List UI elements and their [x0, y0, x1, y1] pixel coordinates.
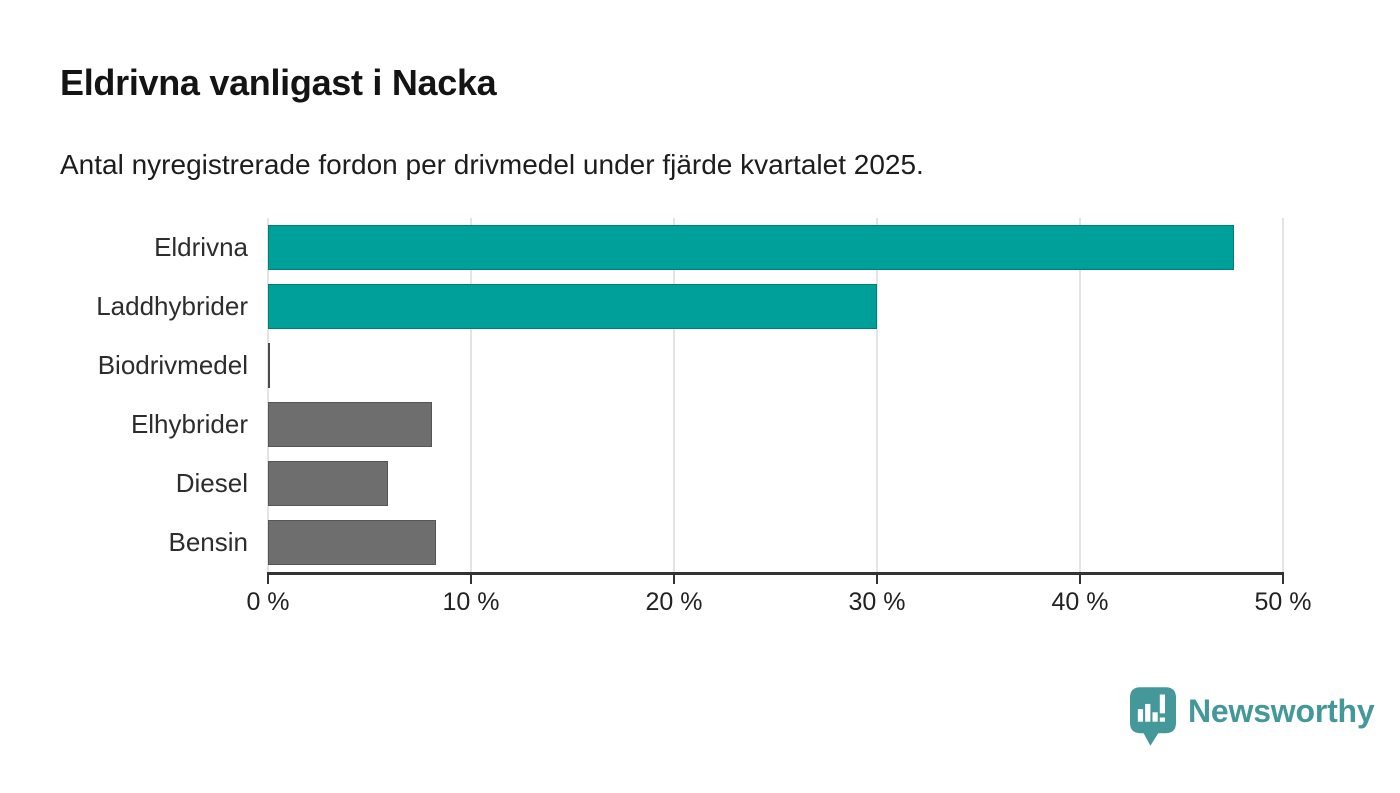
bar-row: Eldrivna: [154, 218, 1283, 277]
newsworthy-logo-text: Newsworthy: [1188, 693, 1375, 729]
newsworthy-logo: Newsworthy: [1130, 687, 1375, 747]
x-tick-label: 40 %: [1051, 588, 1109, 616]
category-label: Eldrivna: [154, 232, 248, 262]
gridline-50: [1282, 218, 1284, 572]
category-label: Elhybrider: [130, 409, 248, 439]
bar-row: Diesel: [176, 454, 1283, 513]
x-tick-label: 20 %: [645, 588, 703, 616]
x-tick-0: [267, 575, 269, 584]
gridline-30: [876, 218, 878, 572]
bar-row: Laddhybrider: [96, 277, 1283, 336]
gridline-40: [1079, 218, 1081, 572]
x-tick-label: 10 %: [442, 588, 500, 616]
bar-bensin: [268, 520, 437, 565]
category-label: Biodrivmedel: [97, 350, 248, 380]
x-tick-label: 50 %: [1254, 588, 1312, 616]
bar-diesel: [268, 461, 388, 506]
newsworthy-pin-chart-icon: [1130, 687, 1176, 746]
category-label: Diesel: [175, 468, 248, 498]
x-axis-line: [267, 572, 1284, 575]
page-subtitle: Antal nyregistrerade fordon per drivmede…: [60, 149, 924, 180]
bar-laddhybrider: [268, 284, 877, 329]
bar-biodrivmedel: [268, 343, 271, 388]
bar-row: Biodrivmedel: [98, 336, 1283, 395]
x-tick-label: 0 %: [246, 588, 290, 616]
chart-plot-area: Eldrivna Laddhybrider Biodrivmedel Elhybrid…: [96, 218, 1311, 616]
x-tick-label: 30 %: [848, 588, 906, 616]
x-tick-40: [1079, 575, 1081, 584]
bar-row: Bensin: [169, 513, 1283, 572]
x-tick-10: [470, 575, 472, 584]
x-tick-30: [876, 575, 878, 584]
category-label: Laddhybrider: [96, 291, 248, 321]
bar-elhybrider: [268, 402, 433, 447]
category-label: Bensin: [168, 527, 249, 557]
gridline-10: [470, 218, 472, 572]
gridline-0: [267, 218, 269, 572]
x-tick-50: [1282, 575, 1284, 584]
page-title: Eldrivna vanligast i Nacka: [60, 62, 497, 103]
bar-eldrivna: [268, 225, 1235, 270]
bar-row: Elhybrider: [131, 395, 1283, 454]
gridline-20: [673, 218, 675, 572]
x-tick-20: [673, 575, 675, 584]
